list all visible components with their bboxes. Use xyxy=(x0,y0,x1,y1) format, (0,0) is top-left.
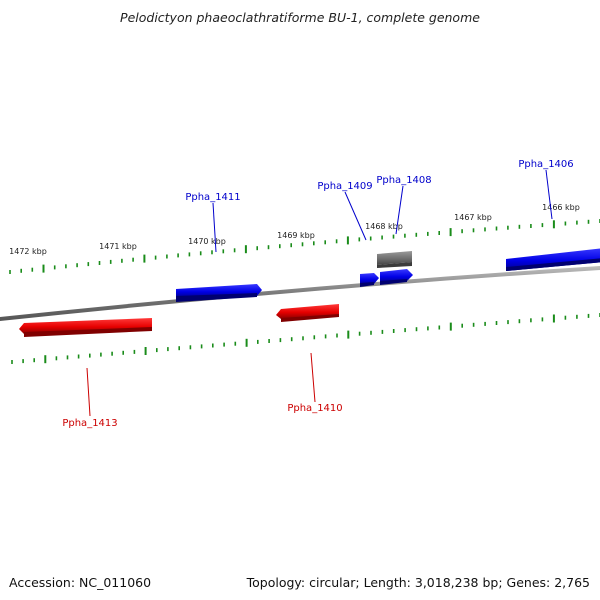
scale-label: 1470 kbp xyxy=(188,237,226,246)
scale-labels: 1472 kbp 1471 kbp 1470 kbp 1469 kbp 1468 kbp… xyxy=(9,203,580,256)
leader-ppha-1413 xyxy=(86,367,91,417)
outer-tick-track xyxy=(9,219,600,274)
scale-label: 1468 kbp xyxy=(365,222,403,231)
scale-label: 1469 kbp xyxy=(277,231,315,240)
scale-label: 1472 kbp xyxy=(9,247,47,256)
label-ppha-1409: Ppha_1409 xyxy=(317,181,372,192)
leader-ppha-1408 xyxy=(395,185,404,235)
leader-ppha-1410 xyxy=(310,352,316,403)
inner-tick-track xyxy=(11,313,600,364)
genome-backbone xyxy=(0,266,600,321)
genome-title: Pelodictyon phaeoclathratiforme BU-1, co… xyxy=(120,10,480,25)
leader-ppha-1406 xyxy=(545,169,553,220)
gene-ppha-1406[interactable] xyxy=(506,248,600,271)
genome-summary-text: Topology: circular; Length: 3,018,238 bp… xyxy=(246,575,590,590)
gene-ppha-1409[interactable] xyxy=(360,273,379,287)
label-ppha-1410: Ppha_1410 xyxy=(287,403,342,414)
scale-label: 1467 kbp xyxy=(454,213,492,222)
leader-ppha-1409 xyxy=(344,191,367,241)
gene-ppha-1410[interactable] xyxy=(276,304,339,322)
label-ppha-1406: Ppha_1406 xyxy=(518,159,573,170)
leader-ppha-1411 xyxy=(212,202,217,253)
scale-label: 1466 kbp xyxy=(542,203,580,212)
scale-label: 1471 kbp xyxy=(99,242,137,251)
gene-ppha-1413[interactable] xyxy=(19,318,152,337)
feature-gray[interactable] xyxy=(377,251,412,268)
accession-text: Accession: NC_011060 xyxy=(9,575,152,590)
gene-ppha-1411[interactable] xyxy=(176,284,262,302)
label-ppha-1411: Ppha_1411 xyxy=(185,192,240,203)
label-ppha-1408: Ppha_1408 xyxy=(376,175,431,186)
gene-ppha-1408[interactable] xyxy=(380,269,413,285)
label-ppha-1413: Ppha_1413 xyxy=(62,418,117,429)
